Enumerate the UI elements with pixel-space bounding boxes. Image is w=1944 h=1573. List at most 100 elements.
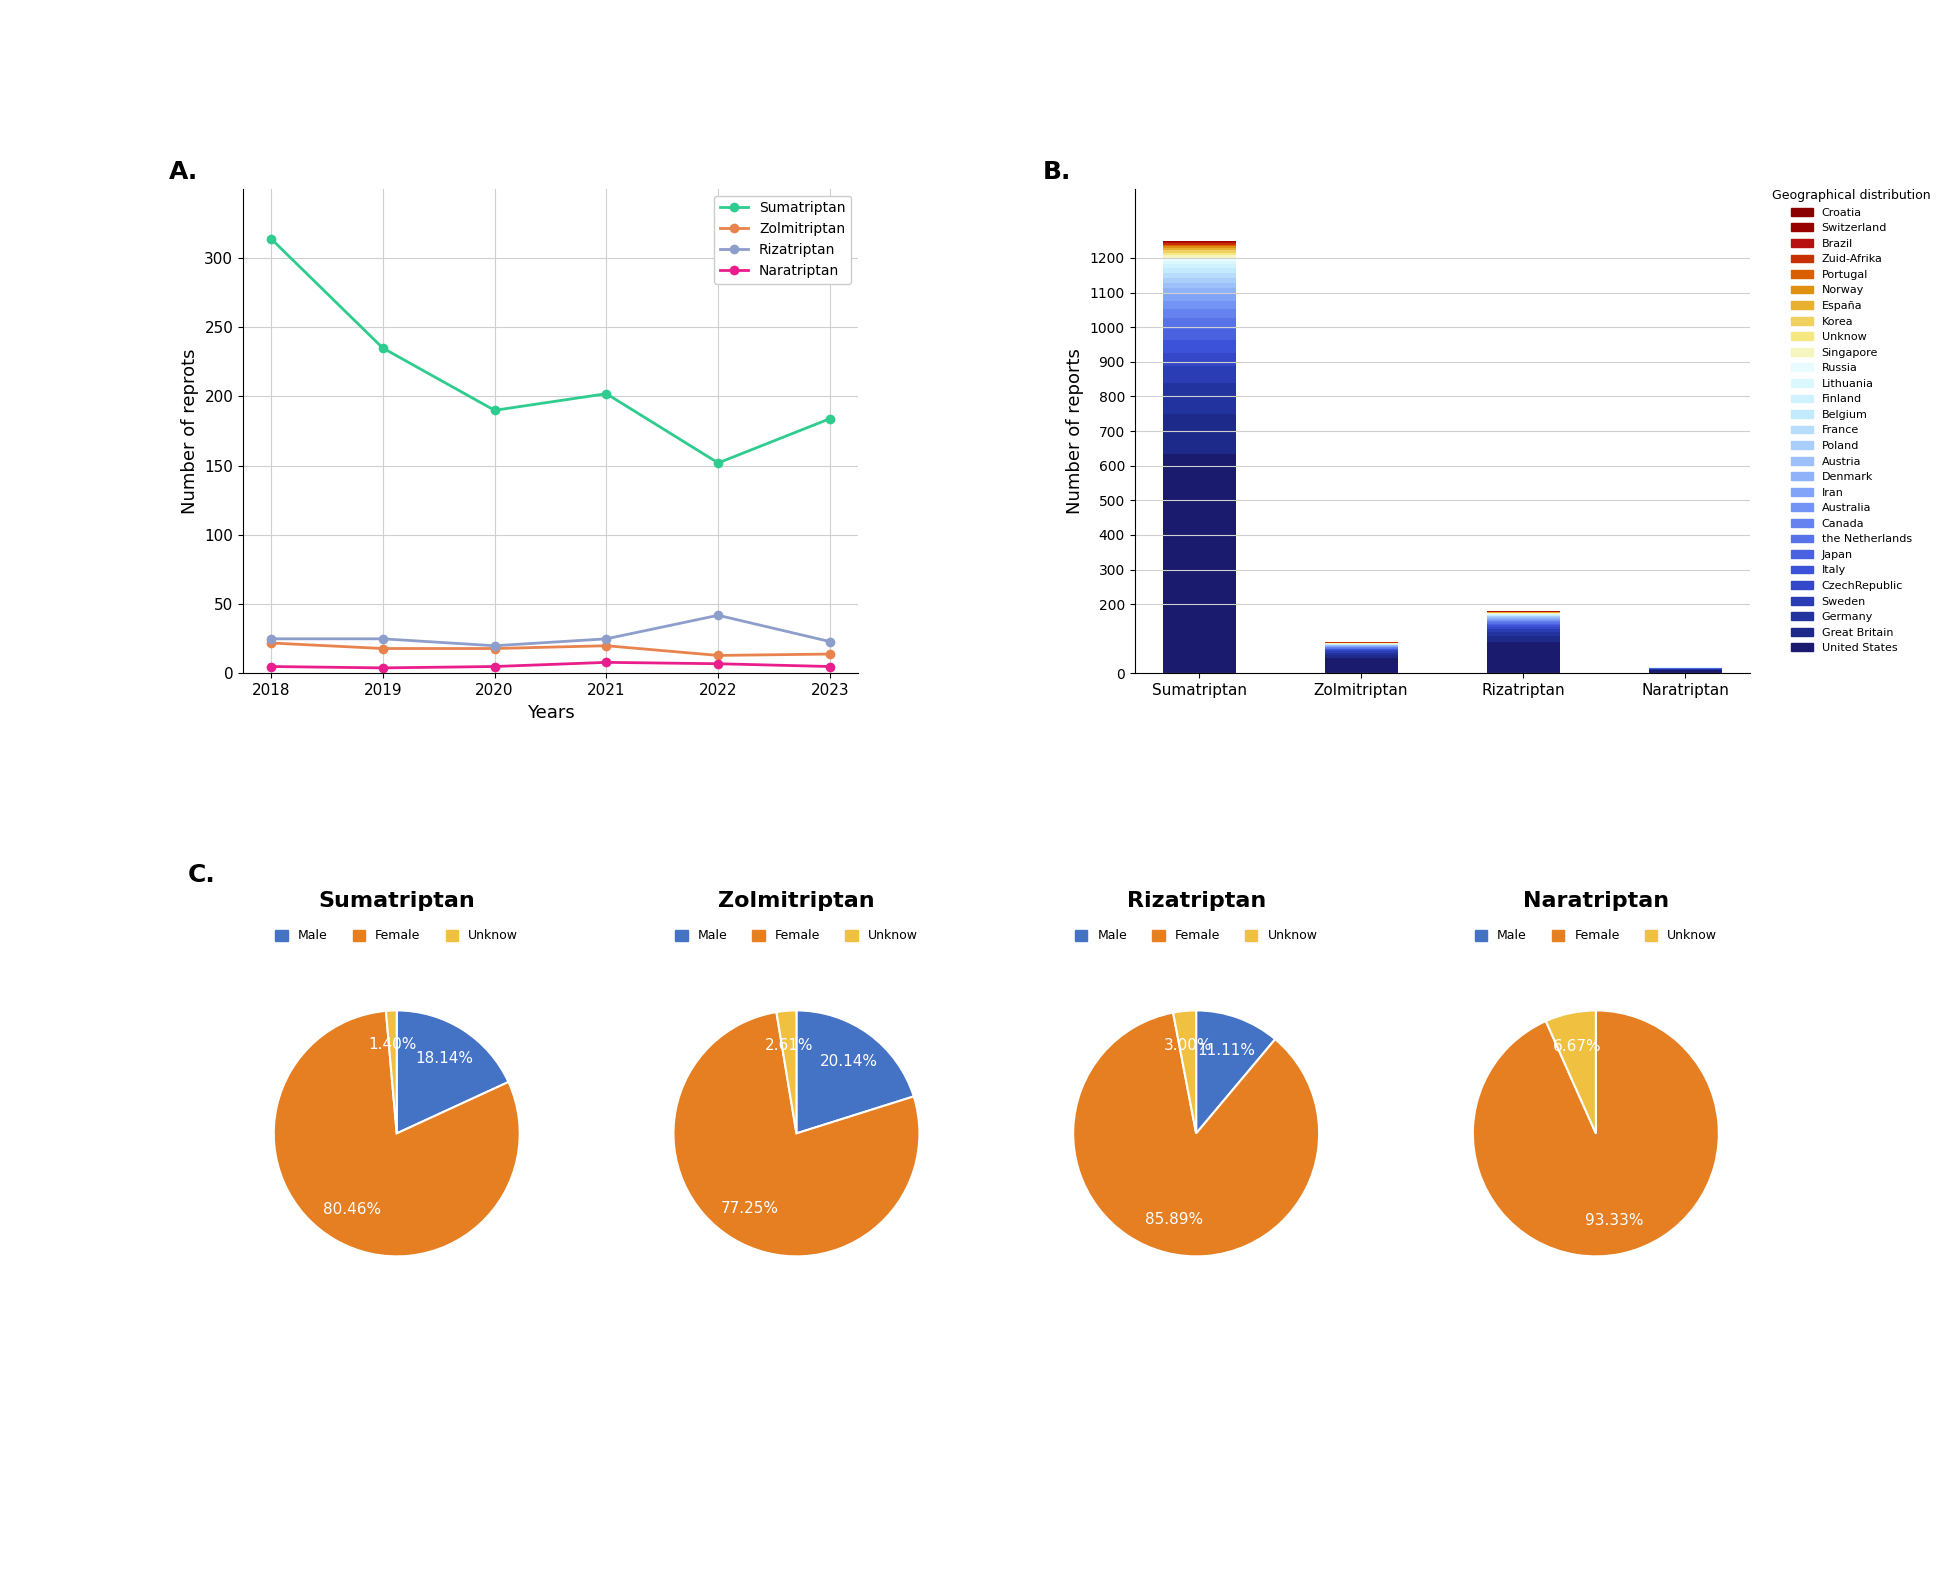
- Text: 11.11%: 11.11%: [1198, 1043, 1256, 1057]
- Bar: [1163, 253, 1236, 255]
- Bar: [1163, 352, 1236, 367]
- Text: 93.33%: 93.33%: [1584, 1213, 1643, 1227]
- Naratriptan: [595, 653, 618, 672]
- Sumatriptan: [371, 338, 395, 357]
- Sumatriptan: [482, 401, 505, 420]
- Legend: Male, Female, Unknow: Male, Female, Unknow: [1069, 925, 1322, 947]
- Wedge shape: [673, 1011, 920, 1257]
- Naratriptan: [371, 659, 395, 678]
- Title: Naratriptan: Naratriptan: [1522, 892, 1670, 911]
- Bar: [1163, 300, 1236, 308]
- Title: Zolmitriptan: Zolmitriptan: [717, 892, 875, 911]
- Bar: [1324, 654, 1398, 658]
- Zolmitriptan: [371, 639, 395, 658]
- Sumatriptan: [818, 409, 842, 428]
- Title: Sumatriptan: Sumatriptan: [319, 892, 474, 911]
- Bar: [1163, 247, 1236, 249]
- Bar: [1163, 255, 1236, 258]
- Bar: [1163, 294, 1236, 300]
- Legend: Male, Female, Unknow: Male, Female, Unknow: [270, 925, 523, 947]
- Bar: [1163, 367, 1236, 384]
- Wedge shape: [397, 1010, 509, 1134]
- Rizatriptan: [818, 632, 842, 651]
- Rizatriptan: [371, 629, 395, 648]
- Bar: [1163, 414, 1236, 453]
- Text: 3.00%: 3.00%: [1164, 1038, 1211, 1052]
- Zolmitriptan: [482, 639, 505, 658]
- Wedge shape: [1474, 1010, 1718, 1257]
- Line: Sumatriptan: Sumatriptan: [266, 234, 834, 467]
- Bar: [1163, 329, 1236, 340]
- Legend: Sumatriptan, Zolmitriptan, Rizatriptan, Naratriptan: Sumatriptan, Zolmitriptan, Rizatriptan, …: [715, 195, 851, 283]
- Text: 20.14%: 20.14%: [820, 1054, 879, 1070]
- Rizatriptan: [595, 629, 618, 648]
- Bar: [1163, 318, 1236, 329]
- Bar: [1163, 340, 1236, 352]
- Wedge shape: [797, 1010, 914, 1134]
- Line: Rizatriptan: Rizatriptan: [266, 610, 834, 651]
- Naratriptan: [482, 658, 505, 676]
- Naratriptan: [259, 658, 282, 676]
- Text: 80.46%: 80.46%: [323, 1202, 381, 1218]
- Bar: [1649, 670, 1722, 673]
- Legend: Croatia, Switzerland, Brazil, Zuid-Afrika, Portugal, Norway, España, Korea, Unkn: Croatia, Switzerland, Brazil, Zuid-Afrik…: [1767, 184, 1934, 658]
- Bar: [1163, 261, 1236, 264]
- Bar: [1487, 628, 1559, 629]
- Bar: [1487, 623, 1559, 624]
- Naratriptan: [706, 654, 729, 673]
- Rizatriptan: [482, 637, 505, 656]
- Text: 1.40%: 1.40%: [369, 1038, 418, 1052]
- Sumatriptan: [259, 230, 282, 249]
- Bar: [1163, 269, 1236, 272]
- Text: A.: A.: [169, 160, 198, 184]
- Text: 18.14%: 18.14%: [416, 1051, 474, 1066]
- Rizatriptan: [259, 629, 282, 648]
- Naratriptan: [818, 658, 842, 676]
- Wedge shape: [1545, 1010, 1596, 1134]
- Title: Rizatriptan: Rizatriptan: [1126, 892, 1266, 911]
- X-axis label: Years: Years: [527, 703, 573, 722]
- Bar: [1163, 249, 1236, 250]
- Sumatriptan: [595, 384, 618, 403]
- Bar: [1163, 283, 1236, 288]
- Text: 77.25%: 77.25%: [721, 1202, 780, 1216]
- Bar: [1487, 624, 1559, 626]
- Sumatriptan: [706, 453, 729, 472]
- Bar: [1163, 264, 1236, 269]
- Line: Zolmitriptan: Zolmitriptan: [266, 639, 834, 661]
- Bar: [1163, 308, 1236, 318]
- Bar: [1163, 245, 1236, 247]
- Bar: [1487, 626, 1559, 628]
- Bar: [1487, 635, 1559, 642]
- Bar: [1324, 653, 1398, 654]
- Legend: Male, Female, Unknow: Male, Female, Unknow: [1470, 925, 1722, 947]
- Wedge shape: [274, 1011, 519, 1257]
- Wedge shape: [1172, 1010, 1196, 1134]
- Zolmitriptan: [818, 645, 842, 664]
- Bar: [1163, 384, 1236, 414]
- Zolmitriptan: [595, 637, 618, 656]
- Bar: [1487, 629, 1559, 632]
- Bar: [1163, 258, 1236, 261]
- Text: 85.89%: 85.89%: [1145, 1211, 1203, 1227]
- Wedge shape: [1196, 1010, 1275, 1134]
- Bar: [1163, 288, 1236, 294]
- Bar: [1324, 658, 1398, 673]
- Bar: [1487, 642, 1559, 673]
- Line: Naratriptan: Naratriptan: [266, 658, 834, 673]
- Wedge shape: [387, 1010, 397, 1134]
- Bar: [1163, 277, 1236, 283]
- Text: 6.67%: 6.67%: [1553, 1040, 1602, 1054]
- Zolmitriptan: [259, 634, 282, 653]
- Bar: [1487, 632, 1559, 635]
- Bar: [1163, 453, 1236, 673]
- Legend: Male, Female, Unknow: Male, Female, Unknow: [671, 925, 923, 947]
- Text: C.: C.: [189, 864, 216, 887]
- Zolmitriptan: [706, 647, 729, 665]
- Text: 2.61%: 2.61%: [764, 1038, 813, 1052]
- Bar: [1163, 272, 1236, 277]
- Y-axis label: Number of reports: Number of reports: [1065, 348, 1085, 514]
- Wedge shape: [776, 1010, 797, 1134]
- Text: B.: B.: [1042, 160, 1071, 184]
- Bar: [1163, 250, 1236, 253]
